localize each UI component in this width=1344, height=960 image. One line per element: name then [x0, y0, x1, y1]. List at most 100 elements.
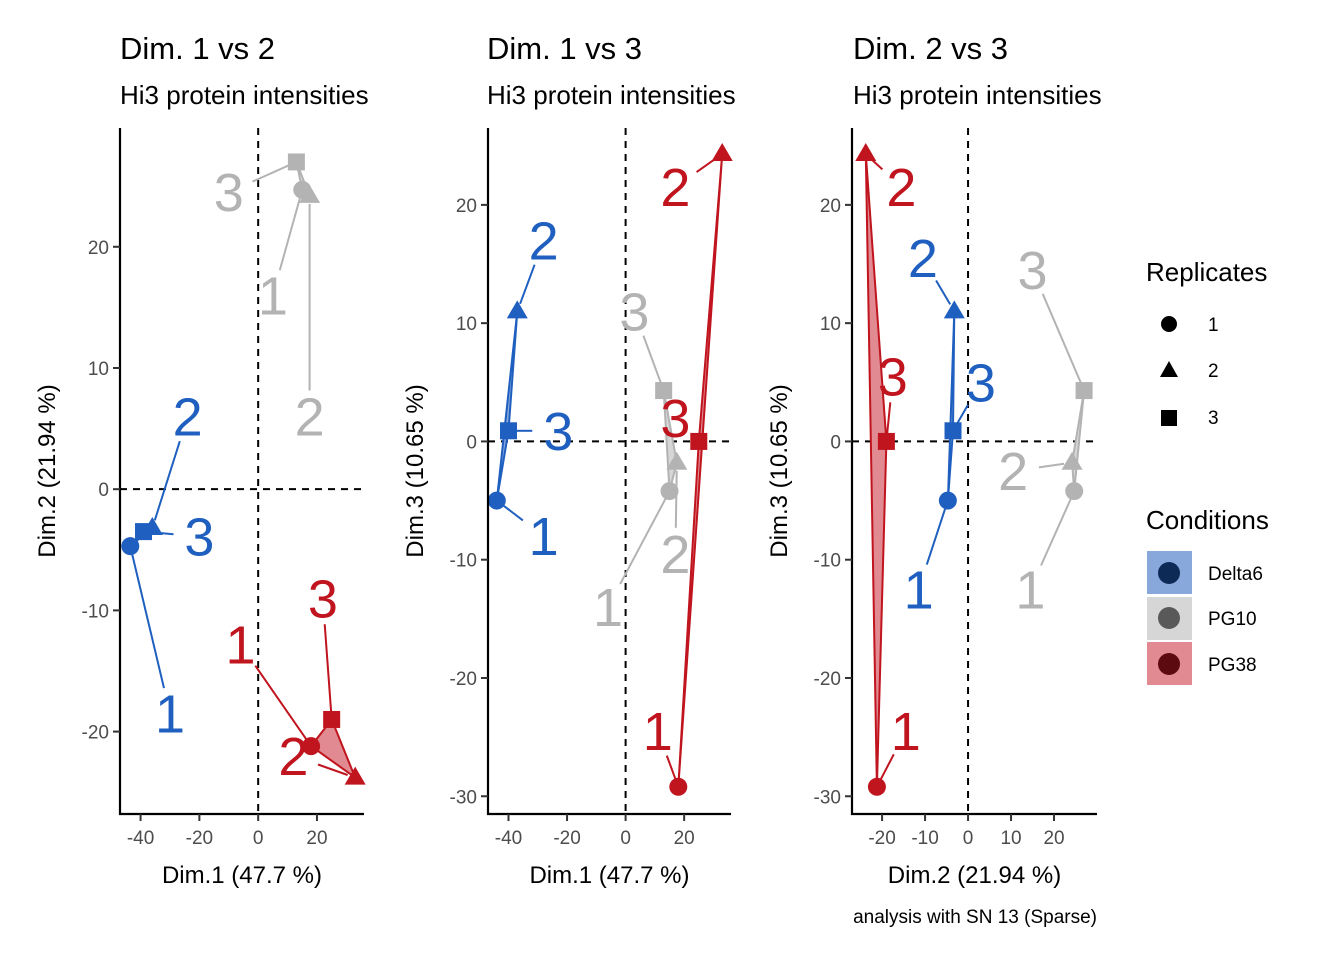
label-connector-pg10-2: [674, 470, 678, 528]
caption: analysis with SN 13 (Sparse): [853, 907, 1097, 928]
point-pg10-rep-2: [666, 451, 688, 470]
label-connector-delta6-1: [131, 553, 165, 689]
x-tick-label: -20: [186, 828, 213, 849]
point-pg38-rep-2: [344, 766, 366, 785]
panel-subtitle: Hi3 protein intensities: [487, 80, 736, 110]
legend-replicate-3-marker: [1161, 410, 1177, 426]
replicate-label-pg10-2: 2: [998, 442, 1028, 502]
y-axis-title: Dim.2 (21.94 %): [34, 384, 61, 557]
point-delta6-rep-2: [506, 300, 528, 319]
y-tick-label: -20: [450, 669, 477, 690]
x-tick-label: -40: [495, 828, 522, 849]
point-delta6-rep-3: [499, 422, 517, 440]
y-axis-title: Dim.3 (10.65 %): [766, 384, 793, 557]
point-pg38-rep-1: [867, 777, 886, 796]
hull-pg38: [310, 718, 357, 779]
point-pg38-rep-2: [855, 143, 877, 162]
point-delta6-rep-1: [938, 491, 957, 510]
legend-label-pg38: PG38: [1208, 655, 1257, 676]
point-delta6-rep-2: [943, 300, 965, 319]
replicate-label-delta6-2: 2: [529, 211, 559, 271]
replicate-label-delta6-1: 1: [155, 684, 185, 744]
label-connector-pg10-3: [252, 164, 290, 183]
replicate-label-pg38-3: 3: [878, 347, 908, 407]
legend-marker-pg38: [1158, 653, 1180, 675]
label-connector-pg38-2: [870, 158, 884, 171]
label-connector-pg10-3: [1041, 293, 1082, 384]
replicate-label-pg10-3: 3: [1018, 241, 1048, 301]
point-delta6-rep-1: [487, 491, 506, 510]
point-delta6-rep-3: [944, 422, 962, 440]
legend-replicate-1-label: 1: [1208, 315, 1219, 336]
point-pg10-rep-1: [1065, 482, 1084, 501]
point-pg10-rep-3: [1075, 382, 1093, 400]
label-connector-pg38-1: [254, 665, 308, 741]
label-connector-pg10-1: [278, 197, 302, 271]
hull-delta6: [946, 310, 956, 502]
x-tick-label: -20: [868, 828, 895, 849]
label-connector-pg10-2: [1038, 462, 1065, 469]
label-connector-pg10-1: [1040, 497, 1072, 566]
y-tick-label: 10: [88, 359, 109, 380]
point-pg38-rep-3: [877, 432, 895, 450]
hull-pg38: [864, 153, 888, 788]
x-tick-label: 20: [1043, 828, 1064, 849]
y-tick-label: -20: [82, 723, 109, 744]
point-pg38-rep-2: [711, 143, 733, 162]
point-pg38-rep-3: [323, 710, 341, 728]
point-pg10-rep-2: [299, 184, 321, 203]
y-tick-label: 20: [88, 238, 109, 259]
replicate-label-pg10-1: 1: [593, 578, 623, 638]
replicate-label-pg38-1: 1: [891, 702, 921, 762]
label-connector-pg38-1: [665, 755, 677, 780]
point-pg10-rep-3: [287, 153, 305, 171]
panel-subtitle: Hi3 protein intensities: [120, 80, 369, 110]
point-pg10-rep-3: [655, 382, 673, 400]
label-connector-delta6-2: [153, 440, 181, 521]
x-axis-title: Dim.1 (47.7 %): [162, 862, 322, 889]
point-pg10-rep-1: [660, 482, 679, 501]
y-tick-label: -30: [450, 787, 477, 808]
legend-replicate-1-marker: [1161, 316, 1177, 332]
point-pg38-rep-1: [669, 777, 688, 796]
x-tick-label: -40: [127, 828, 154, 849]
hull-pg38: [677, 153, 724, 788]
label-connector-pg38-3: [886, 402, 892, 434]
legend-marker-pg10: [1158, 607, 1180, 629]
replicate-label-delta6-1: 1: [529, 507, 559, 567]
y-tick-label: 10: [820, 314, 841, 335]
replicate-label-pg38-3: 3: [308, 569, 338, 629]
y-tick-label: -10: [814, 551, 841, 572]
replicate-label-pg10-2: 2: [660, 525, 690, 585]
legend: Replicates 1 2 3 Conditions Delta6 PG10 …: [1146, 257, 1269, 685]
legend-replicate-2-marker: [1160, 361, 1178, 377]
y-tick-label: 0: [466, 432, 477, 453]
replicate-label-pg38-1: 1: [226, 615, 256, 675]
replicate-label-pg38-2: 2: [886, 158, 916, 218]
point-delta6-rep-1: [121, 537, 140, 556]
x-axis-title: Dim.2 (21.94 %): [888, 862, 1061, 889]
legend-marker-delta6: [1158, 562, 1180, 584]
replicate-label-pg38-3: 3: [660, 389, 690, 449]
x-tick-label: 20: [306, 828, 327, 849]
x-tick-label: -10: [911, 828, 938, 849]
label-connector-delta6-1: [502, 504, 524, 522]
replicate-label-delta6-1: 1: [904, 560, 934, 620]
x-tick-label: -20: [553, 828, 580, 849]
replicate-label-pg10-2: 2: [295, 387, 325, 447]
panel-3-titles: Dim. 2 vs 3 Hi3 protein intensities: [853, 31, 1102, 110]
legend-replicate-3-label: 3: [1208, 408, 1219, 429]
panel-subtitle: Hi3 protein intensities: [853, 80, 1102, 110]
legend-label-delta6: Delta6: [1208, 564, 1263, 585]
y-tick-label: 0: [98, 480, 109, 501]
label-connector-pg10-1: [619, 497, 667, 585]
replicate-label-pg38-1: 1: [643, 702, 673, 762]
x-tick-label: 0: [253, 828, 264, 849]
y-tick-label: -20: [814, 669, 841, 690]
y-tick-label: 20: [456, 196, 477, 217]
replicate-label-pg38-2: 2: [278, 727, 308, 787]
panel-title: Dim. 1 vs 3: [487, 31, 642, 66]
